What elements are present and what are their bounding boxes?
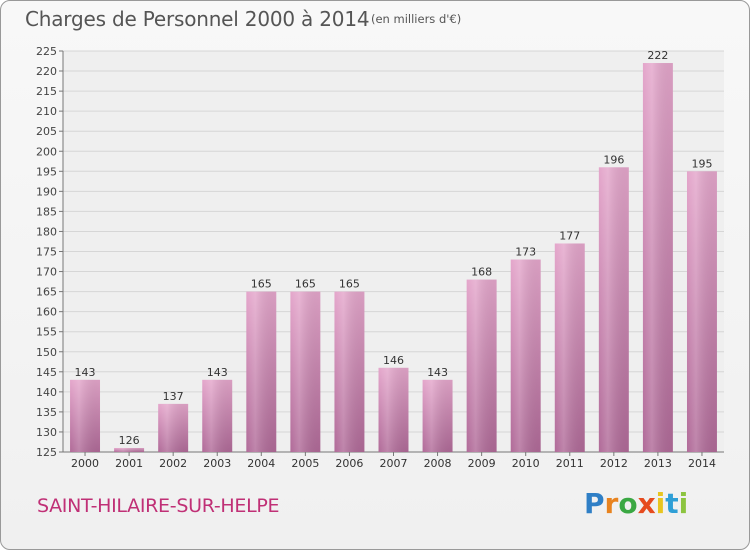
y-tick-label: 155 xyxy=(36,326,57,339)
bar-shine-2005 xyxy=(290,291,321,452)
location-name: SAINT-HILAIRE-SUR-HELPE xyxy=(37,495,280,517)
y-tick-label: 185 xyxy=(36,205,57,218)
bar-shine-2010 xyxy=(510,259,541,452)
bar-shine-2011 xyxy=(554,243,585,452)
logo-letter: t xyxy=(665,487,679,520)
bar-shine-2008 xyxy=(422,379,453,452)
proxiti-logo: Proxiti xyxy=(584,487,688,520)
bar-shine-2002 xyxy=(158,403,189,452)
bar-shine-2013 xyxy=(642,63,673,452)
axis-layer: 125 130 135 140 145 150 155 160 165 170 175 180 185 1… xyxy=(36,45,724,470)
x-tick-label-2001: 2001 xyxy=(115,457,143,470)
y-tick-label: 200 xyxy=(36,145,57,158)
x-tick-label-2014: 2014 xyxy=(688,457,716,470)
data-label-2008: 143 xyxy=(427,366,448,379)
bar-shine-2012 xyxy=(598,167,629,453)
x-tick-label-2011: 2011 xyxy=(556,457,584,470)
data-label-2011: 177 xyxy=(559,229,580,242)
data-label-2012: 196 xyxy=(603,153,624,166)
x-tick-label-2004: 2004 xyxy=(247,457,275,470)
bars-layer: 143 126 137 143 165 165 165 146 143 168 173 177 196 2… xyxy=(70,49,717,453)
y-tick-label: 165 xyxy=(36,286,57,299)
chart-subtitle: (en milliers d'€) xyxy=(371,12,462,26)
logo-letter: P xyxy=(584,487,605,520)
data-label-2001: 126 xyxy=(119,434,140,447)
y-tick-label: 205 xyxy=(36,125,57,138)
y-tick-label: 140 xyxy=(36,386,57,399)
bar-shine-2014 xyxy=(686,171,717,453)
data-label-2005: 165 xyxy=(295,278,316,291)
x-tick-label-2009: 2009 xyxy=(468,457,496,470)
bar-shine-2003 xyxy=(202,379,233,452)
bar-shine-2004 xyxy=(246,291,277,452)
y-tick-label: 190 xyxy=(36,185,57,198)
bar-shine-2006 xyxy=(334,291,365,452)
y-tick-label: 150 xyxy=(36,346,57,359)
y-tick-label: 170 xyxy=(36,266,57,279)
x-tick-label-2008: 2008 xyxy=(424,457,452,470)
y-tick-label: 215 xyxy=(36,85,57,98)
x-tick-label-2006: 2006 xyxy=(335,457,363,470)
data-label-2007: 146 xyxy=(383,354,404,367)
bar-shine-2000 xyxy=(70,379,101,452)
x-tick-label-2012: 2012 xyxy=(600,457,628,470)
x-tick-label-2002: 2002 xyxy=(159,457,187,470)
y-tick-label: 145 xyxy=(36,366,57,379)
data-label-2004: 165 xyxy=(251,278,272,291)
logo-letter: i xyxy=(678,487,689,520)
bar-shine-2007 xyxy=(378,367,409,452)
y-tick-label: 225 xyxy=(36,45,57,58)
x-tick-label-2003: 2003 xyxy=(203,457,231,470)
y-tick-label: 180 xyxy=(36,225,57,238)
y-tick-label: 130 xyxy=(36,426,57,439)
y-tick-label: 220 xyxy=(36,65,57,78)
x-tick-label-2007: 2007 xyxy=(380,457,408,470)
data-label-2014: 195 xyxy=(691,157,712,170)
bar-shine-2001 xyxy=(114,447,145,452)
bar-shine-2009 xyxy=(466,279,497,452)
data-label-2013: 222 xyxy=(647,49,668,62)
data-label-2002: 137 xyxy=(163,390,184,403)
x-tick-label-2000: 2000 xyxy=(71,457,99,470)
logo-letter: o xyxy=(618,487,638,520)
y-tick-label: 135 xyxy=(36,406,57,419)
x-tick-label-2005: 2005 xyxy=(291,457,319,470)
y-tick-label: 175 xyxy=(36,246,57,259)
chart-title: Charges de Personnel 2000 à 2014 xyxy=(25,7,370,31)
logo-letter: x xyxy=(637,487,656,520)
x-tick-label-2013: 2013 xyxy=(644,457,672,470)
x-tick-label-2010: 2010 xyxy=(512,457,540,470)
data-label-2003: 143 xyxy=(207,366,228,379)
logo-letter: i xyxy=(655,487,666,520)
y-tick-label: 160 xyxy=(36,306,57,319)
data-label-2010: 173 xyxy=(515,246,536,259)
data-label-2000: 143 xyxy=(75,366,96,379)
logo-letter: r xyxy=(604,487,619,520)
y-tick-label: 195 xyxy=(36,165,57,178)
data-label-2009: 168 xyxy=(471,266,492,279)
y-tick-label: 210 xyxy=(36,105,57,118)
y-tick-label: 125 xyxy=(36,446,57,459)
data-label-2006: 165 xyxy=(339,278,360,291)
